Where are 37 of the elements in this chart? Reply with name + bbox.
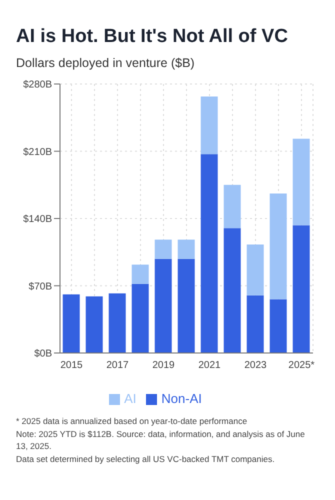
bar <box>132 284 149 353</box>
y-tick-label: $280B <box>23 80 52 91</box>
bar <box>154 240 172 259</box>
y-tick-label: $0B <box>34 348 52 360</box>
text: * 2025 data is annualized based on year-to-date performance <box>16 416 248 428</box>
y-tick-label: $210B <box>23 146 52 158</box>
x-tick-label: 2021 <box>198 360 222 372</box>
bar <box>246 244 264 296</box>
bar <box>270 299 287 353</box>
legend-label: Non-AI <box>161 391 202 406</box>
chart-subtitle: Dollars deployed in venture ($B) <box>15 55 196 70</box>
bar <box>62 294 80 353</box>
bar <box>200 96 218 154</box>
bar <box>200 154 218 353</box>
x-tick-label: 2023 <box>244 360 268 372</box>
x-tick-label: 2019 <box>152 360 176 372</box>
bar <box>292 225 310 353</box>
bar <box>132 264 149 284</box>
x-tick-label: 2015 <box>60 360 84 372</box>
y-tick-label: $140B <box>23 214 52 226</box>
bar <box>108 293 126 353</box>
bar <box>224 184 241 228</box>
bar <box>178 240 195 259</box>
bar <box>224 228 241 353</box>
text: Data set determined by selecting all US VC-backed TMT companies. <box>16 454 276 466</box>
bar <box>178 258 195 353</box>
x-tick-label: 2025* <box>288 360 315 372</box>
text: Note: 2025 YTD is $112B. Source: data, information, and analysis as of June 13, 2025. <box>16 429 306 452</box>
bar <box>292 138 310 226</box>
bar <box>154 258 172 353</box>
bar <box>86 296 103 353</box>
x-tick-label: 2017 <box>106 360 130 372</box>
bar <box>270 194 287 300</box>
y-tick-label: $70B <box>28 281 52 292</box>
chart-title: AI is Hot. But It's Not All of VC <box>15 25 289 48</box>
legend-label: AI <box>124 391 136 406</box>
bar <box>246 295 264 353</box>
